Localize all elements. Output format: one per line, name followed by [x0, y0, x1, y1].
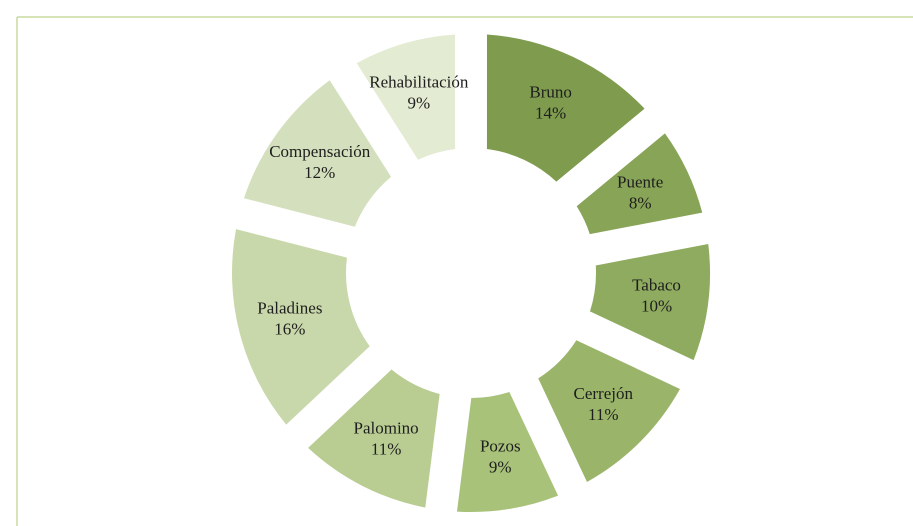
segment-label: Puente — [617, 172, 663, 191]
segment-label: Bruno — [529, 83, 572, 102]
segment-label: Palomino — [354, 419, 419, 438]
segment-label: Cerrejón — [573, 384, 633, 403]
donut-segment — [232, 229, 370, 425]
donut-segment — [576, 133, 703, 235]
donut-segment — [589, 244, 710, 361]
segment-value-label: 9% — [489, 458, 512, 477]
segment-label: Paladines — [257, 298, 322, 317]
donut-segment — [486, 34, 645, 182]
segment-label: Tabaco — [632, 275, 681, 294]
segment-value-label: 8% — [629, 193, 652, 212]
segment-value-label: 9% — [407, 93, 430, 112]
donut-segment — [538, 340, 680, 482]
segment-value-label: 16% — [274, 319, 305, 338]
segment-label: Rehabilitación — [369, 72, 469, 91]
segment-value-label: 11% — [371, 440, 402, 459]
segment-label: Compensación — [269, 142, 371, 161]
segment-value-label: 12% — [304, 163, 335, 182]
donut-segment — [244, 80, 392, 227]
segment-value-label: 11% — [588, 405, 619, 424]
segment-value-label: 10% — [641, 296, 672, 315]
donut-segment — [308, 369, 440, 508]
segment-label: Pozos — [480, 437, 521, 456]
donut-segment — [356, 34, 456, 160]
segment-value-label: 14% — [535, 104, 566, 123]
donut-segment — [456, 391, 559, 512]
